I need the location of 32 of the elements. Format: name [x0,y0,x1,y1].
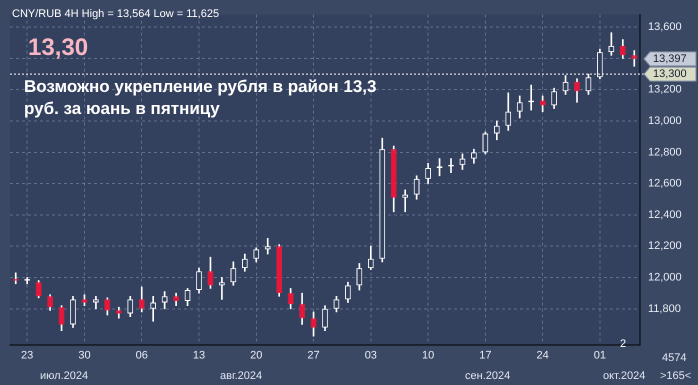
y-tick-label: 12,000 [648,272,682,284]
x-tick-label: 30 [78,349,91,362]
x-tick-label: 17 [479,349,492,362]
y-tick-label: 13,600 [648,21,682,34]
x-tick-label: 23 [21,349,34,362]
y-tick-label: 12,400 [648,208,682,221]
text: авг.2024 [220,370,262,382]
x-tick-label: 24 [536,349,549,362]
text: >165< [660,370,692,382]
x-tick-label: 06 [136,349,148,362]
y-tick-label: 11,800 [648,302,681,315]
text: июл.2024 [40,370,88,382]
text: 4574 [662,352,686,364]
text: окт.2024 [603,370,646,382]
x-tick-label: 27 [307,349,320,362]
y-tick-label: 12,800 [648,146,682,158]
ref-line-label: 13,300 [653,68,687,80]
text: 13,397 [653,52,687,65]
x-tick-label: 01 [594,349,606,362]
annotation: 13,30 [28,34,88,62]
annotation: CNY/RUB 4H High = 13,564 Low = 11,625 [12,8,220,20]
x-tick-label: 03 [364,349,377,362]
x-tick-label: 20 [250,349,262,362]
y-tick-label: 12,200 [648,240,682,252]
annotation: 2 [620,338,626,350]
y-tick-label: 13,200 [648,84,682,96]
y-tick-label: 13,000 [648,115,682,128]
x-tick-label: 13 [192,349,206,362]
x-tick-label: 10 [422,349,434,362]
text: Возможно укрепление рубля в район 13,3 руб. за юань в пятницу [24,76,378,120]
y-tick-label: 12,600 [648,178,682,190]
text: сен.2024 [465,370,510,382]
